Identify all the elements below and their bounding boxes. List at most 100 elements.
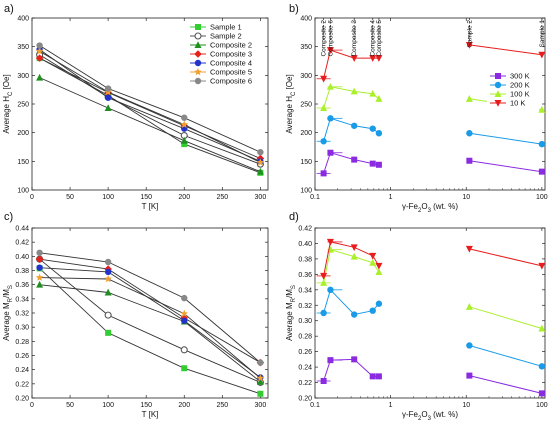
label-subscript: 2 bbox=[418, 208, 422, 214]
y-tick-label: 0.36 bbox=[298, 272, 312, 279]
y-tick-label: 100 bbox=[300, 188, 312, 195]
series-line bbox=[39, 49, 261, 162]
plot-frame bbox=[314, 227, 546, 399]
y-tick-label: 0.42 bbox=[15, 240, 29, 247]
top-label: Sample 2 bbox=[466, 20, 473, 48]
y-tick-label: 350 bbox=[300, 44, 312, 51]
data-point bbox=[36, 42, 43, 49]
x-tick-label: 10 bbox=[462, 194, 470, 201]
y-tick-label: 300 bbox=[300, 73, 312, 80]
series-line bbox=[39, 258, 261, 383]
x-tick-label: 1 bbox=[389, 402, 393, 409]
series-line bbox=[39, 267, 261, 378]
series-line bbox=[39, 258, 261, 363]
label-part: γ-Fe bbox=[402, 410, 419, 419]
legend-marker bbox=[194, 77, 202, 85]
y-axis-label: Average HC [Oe] bbox=[285, 74, 297, 133]
plot-frame bbox=[31, 227, 269, 399]
x-tick-label: 10 bbox=[462, 402, 470, 409]
data-point bbox=[257, 359, 264, 366]
data-point bbox=[257, 148, 264, 156]
y-tick-label: 0.30 bbox=[15, 325, 29, 332]
x-tick-label: 100 bbox=[102, 194, 114, 201]
x-tick-label: 200 bbox=[178, 402, 190, 409]
x-tick-label: 250 bbox=[216, 402, 228, 409]
label-part: Average M bbox=[285, 302, 294, 341]
legend-marker bbox=[494, 90, 502, 97]
y-tick-label: 0.38 bbox=[298, 256, 312, 263]
y-tick-label: 0.24 bbox=[298, 365, 312, 372]
data-point bbox=[369, 307, 376, 314]
series-line bbox=[469, 248, 543, 267]
y-tick-label: 0.24 bbox=[15, 367, 29, 374]
x-tick-label: 1 bbox=[389, 194, 393, 201]
series-line bbox=[469, 375, 543, 394]
top-label: Composite 6 bbox=[327, 20, 334, 57]
x-tick-label: 300 bbox=[255, 194, 267, 201]
data-point bbox=[350, 252, 358, 260]
label-subscript: S bbox=[8, 285, 14, 289]
legend-label: Composite 3 bbox=[210, 50, 252, 59]
data-point bbox=[256, 377, 264, 385]
label-part: γ-Fe bbox=[402, 202, 419, 211]
legend-label: Composite 4 bbox=[210, 59, 252, 68]
legend-label: Sample 2 bbox=[210, 32, 242, 41]
y-tick-label: 0.28 bbox=[298, 334, 312, 341]
y-tick-label: 200 bbox=[300, 130, 312, 137]
panel-label: a) bbox=[4, 3, 14, 15]
data-point bbox=[320, 170, 327, 177]
legend-marker bbox=[195, 24, 201, 30]
data-point bbox=[320, 75, 328, 83]
data-point bbox=[320, 272, 328, 280]
legend-label: Composite 2 bbox=[210, 41, 252, 50]
legend-label: 300 K bbox=[510, 72, 530, 81]
panel-b: b) 100 150 200 250 300 350 400 0.1 1 10 100 γ-Fe2O3 … bbox=[285, 3, 548, 214]
top-label: Composite 3 bbox=[351, 20, 358, 57]
legend-label: 200 K bbox=[510, 81, 530, 90]
data-point bbox=[369, 160, 376, 167]
x-tick-label: 0.1 bbox=[310, 194, 320, 201]
x-axis-label: γ-Fe2O3 (wt. %) bbox=[402, 202, 458, 214]
legend-label: Composite 6 bbox=[210, 77, 252, 86]
data-point bbox=[36, 249, 43, 256]
legend-label: Sample 1 bbox=[210, 23, 242, 32]
data-point bbox=[465, 41, 473, 49]
series-line bbox=[469, 132, 542, 145]
series-line bbox=[39, 268, 261, 395]
series-line bbox=[469, 345, 543, 367]
data-point bbox=[369, 89, 377, 97]
y-tick-label: 250 bbox=[300, 102, 312, 109]
data-point bbox=[350, 244, 358, 252]
data-point bbox=[350, 55, 358, 62]
series-line bbox=[39, 277, 261, 379]
data-point bbox=[375, 262, 383, 270]
data-point bbox=[375, 268, 383, 276]
x-tick-label: 0 bbox=[30, 402, 34, 409]
y-tick-label: 0.20 bbox=[15, 396, 29, 403]
data-point bbox=[351, 356, 358, 363]
panel-label: b) bbox=[289, 3, 299, 15]
y-tick-label: 400 bbox=[17, 16, 29, 23]
y-tick-label: 0.30 bbox=[298, 318, 312, 325]
top-label: Composite 4 bbox=[370, 20, 377, 57]
data-point bbox=[465, 303, 473, 310]
data-point bbox=[36, 264, 43, 271]
y-tick-label: 0.26 bbox=[15, 353, 29, 360]
data-point bbox=[104, 268, 112, 276]
label-subscript: 3 bbox=[428, 416, 432, 422]
y-tick-label: 0.40 bbox=[15, 254, 29, 261]
data-point bbox=[327, 286, 334, 294]
data-point bbox=[369, 55, 377, 62]
legend-marker bbox=[494, 81, 502, 89]
label-part: /M bbox=[285, 289, 294, 298]
data-point bbox=[351, 156, 358, 163]
y-tick-label: 0.22 bbox=[298, 380, 312, 387]
y-tick-label: 0.32 bbox=[298, 303, 312, 310]
panel-c: c) 0.20 0.22 0.24 0.26 0.28 0.30 0.32 0.34 0.36 0.… bbox=[2, 211, 269, 419]
legend-marker bbox=[495, 73, 501, 79]
label-part: O bbox=[421, 410, 427, 419]
data-point bbox=[327, 149, 334, 156]
label-subscript: 3 bbox=[428, 208, 432, 214]
data-point bbox=[369, 258, 377, 266]
